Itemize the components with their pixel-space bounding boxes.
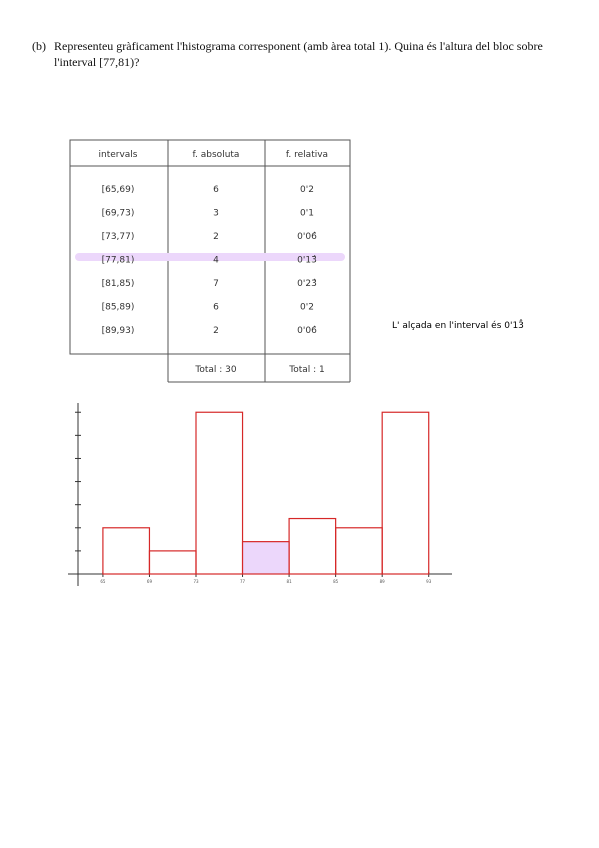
table-cell: 0'2: [300, 185, 314, 195]
highlight: [75, 253, 345, 261]
table-cell: 0'06̂: [297, 325, 317, 336]
table-cell: [77,81): [102, 256, 135, 266]
table-cell: [85,89): [102, 303, 135, 313]
table-cell: 4: [213, 256, 219, 266]
x-tick-label: 89: [380, 579, 386, 584]
table-cell: 2: [213, 232, 219, 242]
x-tick-label: 81: [287, 579, 293, 584]
bar: [195, 411, 244, 575]
note: L' alçada en l'interval és 0'13̂: [392, 318, 524, 331]
x-tick-label: 65: [100, 579, 106, 584]
table-header: f. absoluta: [193, 150, 240, 160]
table-cell: 0'2: [300, 303, 314, 313]
table-border: [69, 139, 351, 355]
x-tick-label: 73: [193, 579, 199, 584]
table-cell: 6: [213, 303, 219, 313]
table-cell: [89,93): [102, 326, 135, 336]
bar: [335, 527, 383, 575]
table-cell: 0'23̂: [297, 278, 317, 289]
x-tick-label: 85: [333, 579, 339, 584]
x-tick-label: 77: [240, 579, 246, 584]
table-cell: [65,69): [102, 185, 135, 195]
table-cell: 6: [213, 185, 219, 195]
bar: [241, 541, 290, 575]
table-cell: 7: [213, 279, 219, 289]
table-header: intervals: [98, 150, 137, 160]
x-tick-label: 69: [147, 579, 153, 584]
bar: [102, 527, 151, 575]
table-cell: 0'13̂: [297, 255, 317, 266]
table-cell: 0'06̂: [297, 231, 317, 242]
question-text: Representeu gràficament l'histograma cor…: [54, 39, 543, 69]
table-cell: [69,73): [102, 209, 135, 219]
table-header: f. relativa: [286, 150, 328, 160]
bar: [381, 411, 430, 575]
x-tick-label: 93: [426, 579, 432, 584]
question-label: (b): [32, 39, 46, 53]
table-total: Total : 1: [288, 365, 325, 375]
table-cell: 2: [213, 326, 219, 336]
bar: [288, 517, 337, 575]
table-cell: 3: [213, 209, 219, 219]
bar: [148, 550, 197, 575]
table-cell: [81,85): [102, 279, 135, 289]
table-cell: 0'1: [300, 209, 314, 219]
table-total: Total : 30: [194, 365, 236, 375]
table-cell: [73,77): [102, 232, 135, 242]
